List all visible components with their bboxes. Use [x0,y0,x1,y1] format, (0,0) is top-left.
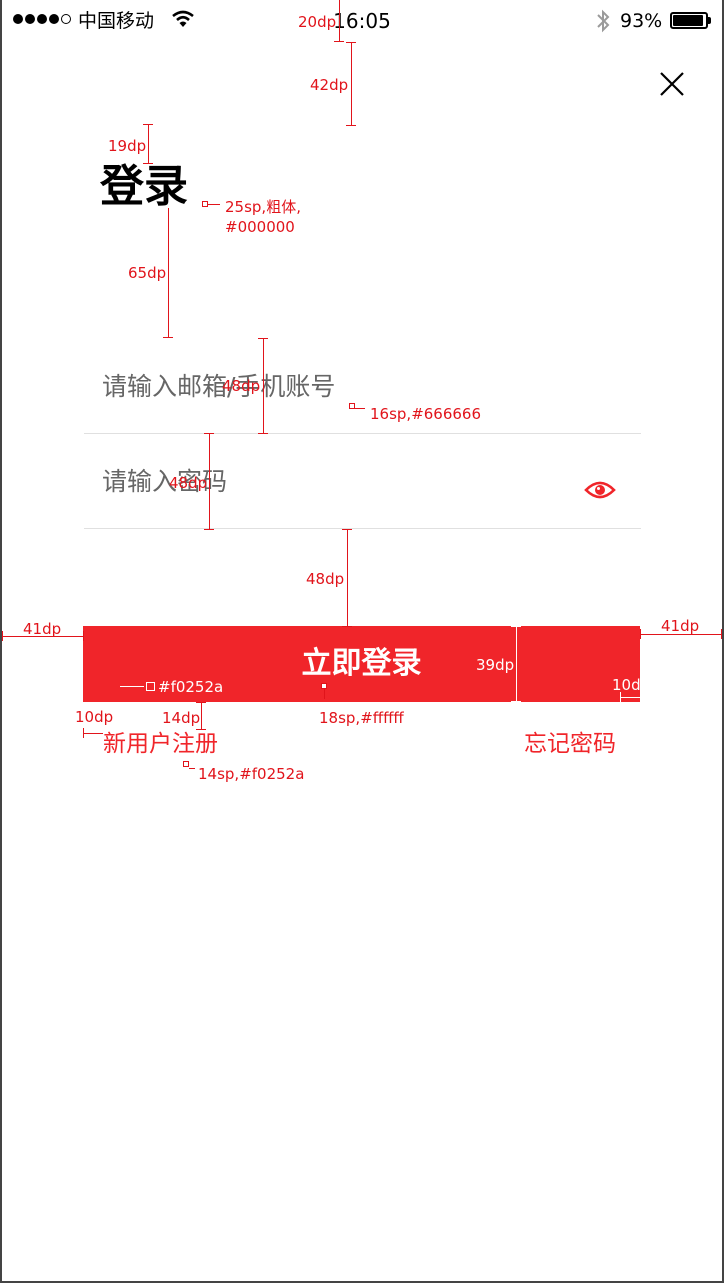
annotation-line [201,702,202,730]
annotation-top-gap: 42dp [310,76,349,94]
annotation-marker [146,682,155,691]
page-title: 登录 [100,161,188,212]
annotation-line [511,701,521,702]
login-button[interactable]: 立即登录 [83,626,640,702]
annotation-line [258,433,268,434]
annotation-line [346,42,356,43]
bluetooth-icon [597,9,610,33]
annotation-input2-height: 48dp [169,474,208,492]
close-icon[interactable] [658,70,686,98]
annotation-marker [349,403,355,409]
forgot-password-link[interactable]: 忘记密码 [524,731,616,757]
annotation-line [83,728,84,738]
annotation-button-color: #f0252a [158,678,224,696]
annotation-line [334,41,344,42]
annotation-line [204,529,214,530]
annotation-button-gap: 48dp [306,570,345,588]
annotation-status-gap: 20dp [298,13,337,31]
annotation-input1-height: 48dp [222,377,261,395]
battery-percentage: 93% [620,10,663,32]
annotation-line [2,631,3,641]
annotation-inner-right: 10dp [612,676,651,694]
annotation-link-spec: 14sp,#f0252a [198,765,305,783]
annotation-line [168,208,169,338]
annotation-line [620,692,621,702]
password-input[interactable] [102,433,572,529]
annotation-line [620,697,640,698]
signal-strength-icon [13,14,71,24]
annotation-title-top: 19dp [108,137,147,155]
annotation-line [346,125,356,126]
annotation-line [163,337,173,338]
annotation-link-gap: 14dp [162,709,201,727]
annotation-line [2,636,84,637]
annotation-line [355,408,365,409]
annotation-line [148,124,149,164]
annotation-line [351,42,352,126]
annotation-line [209,433,210,530]
annotation-line [640,629,641,639]
battery-tip [708,17,711,24]
annotation-title-color: #000000 [225,218,295,236]
annotation-line [721,629,722,639]
annotation-right-margin: 41dp [661,617,700,635]
eye-icon[interactable] [584,479,616,501]
annotation-title-spec: 25sp,粗体, [225,198,301,216]
annotation-line [511,626,521,627]
status-bar: 中国移动 16:05 93% [0,0,724,42]
annotation-line [143,124,153,125]
annotation-line [204,433,214,434]
annotation-line [208,204,220,205]
annotation-line [339,0,340,42]
annotation-line [83,733,103,734]
annotation-line [516,626,517,702]
annotation-marker [183,761,189,767]
annotation-line [347,529,348,627]
annotation-button-height: 39dp [476,656,515,674]
annotation-line [83,631,84,641]
annotation-line [196,729,206,730]
annotation-inner-left: 10dp [75,708,114,726]
annotation-line [120,686,144,687]
annotation-line [640,634,722,635]
annotation-line [342,626,352,627]
annotation-line [342,529,352,530]
account-input[interactable] [102,338,572,434]
status-time: 16:05 [333,9,391,33]
annotation-line [263,338,264,434]
password-field [84,433,641,529]
annotation-line [143,163,153,164]
annotation-marker [321,683,327,689]
register-link[interactable]: 新用户注册 [103,731,218,757]
annotation-input-spec: 16sp,#666666 [370,405,482,423]
battery-icon [670,12,708,29]
annotation-marker [202,201,208,207]
account-field [84,338,641,434]
carrier-name: 中国移动 [78,10,155,32]
annotation-button-text-spec: 18sp,#ffffff [319,709,404,727]
annotation-line [189,768,195,769]
wifi-icon [172,10,194,27]
annotation-left-margin: 41dp [23,620,62,638]
annotation-line [196,702,206,703]
annotation-line [258,338,268,339]
annotation-title-gap: 65dp [128,264,167,282]
annotation-line [324,689,325,699]
